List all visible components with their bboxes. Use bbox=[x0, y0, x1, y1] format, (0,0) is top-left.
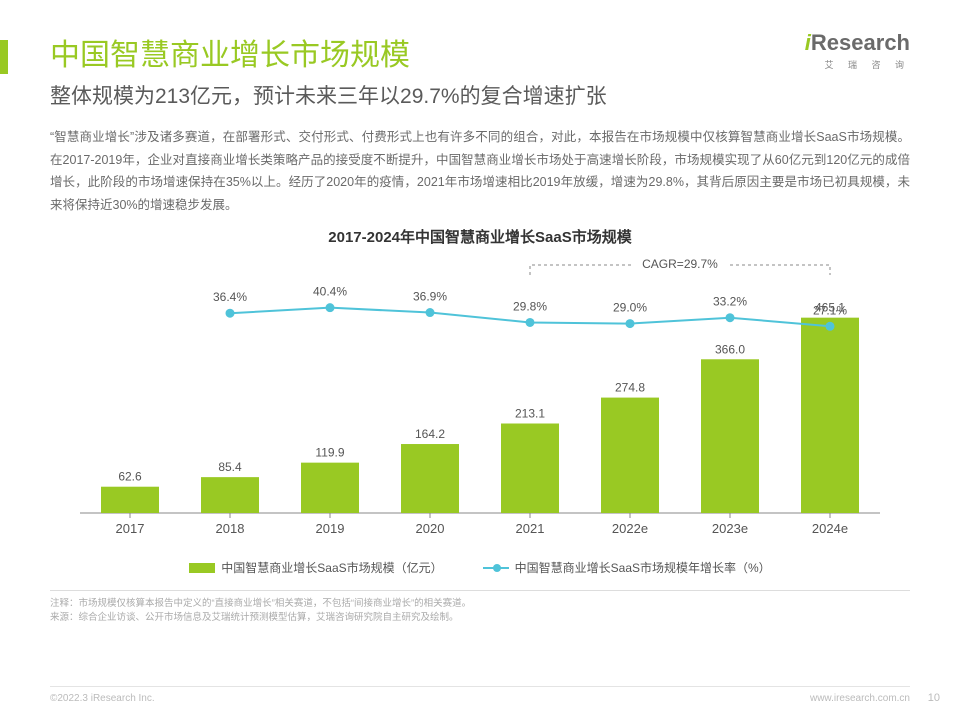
page-subtitle: 整体规模为213亿元，预计未来三年以29.7%的复合增速扩张 bbox=[50, 80, 910, 110]
logo-rest: Research bbox=[811, 30, 910, 55]
page-title: 中国智慧商业增长市场规模 bbox=[50, 30, 910, 74]
chart: 62.6 2017 85.4 2018 119.9 2019 164.2 2020 213.1 2… bbox=[50, 253, 910, 553]
notes: 注释：市场规模仅核算本报告中定义的“直接商业增长”相关赛道，不包括“间接商业增长… bbox=[50, 590, 910, 626]
accent-bar bbox=[0, 40, 8, 74]
svg-text:213.1: 213.1 bbox=[515, 406, 545, 420]
svg-text:62.6: 62.6 bbox=[118, 470, 142, 484]
note-line-2: 来源：综合企业访谈、公开市场信息及艾瑞统计预测模型估算，艾瑞咨询研究院自主研究及… bbox=[50, 611, 910, 625]
page-number: 10 bbox=[928, 692, 940, 704]
logo-subtitle: 艾 瑞 咨 询 bbox=[805, 58, 910, 71]
svg-text:29.8%: 29.8% bbox=[513, 299, 547, 313]
chart-svg: 62.6 2017 85.4 2018 119.9 2019 164.2 2020 213.1 2… bbox=[50, 253, 910, 553]
svg-text:2017: 2017 bbox=[116, 521, 145, 536]
legend-bar-label: 中国智慧商业增长SaaS市场规模（亿元） bbox=[221, 559, 442, 576]
svg-text:366.0: 366.0 bbox=[715, 342, 745, 356]
svg-text:2020: 2020 bbox=[416, 521, 445, 536]
legend: 中国智慧商业增长SaaS市场规模（亿元） 中国智慧商业增长SaaS市场规模年增长… bbox=[50, 559, 910, 576]
svg-text:27.1%: 27.1% bbox=[813, 303, 847, 317]
bar-swatch-icon bbox=[189, 563, 215, 573]
svg-text:164.2: 164.2 bbox=[415, 427, 445, 441]
footer-url: www.iresearch.com.cn bbox=[810, 693, 910, 704]
footer: ©2022.3 iResearch Inc. www.iresearch.com… bbox=[50, 686, 910, 704]
svg-text:40.4%: 40.4% bbox=[313, 285, 347, 299]
svg-text:2023e: 2023e bbox=[712, 521, 748, 536]
svg-text:274.8: 274.8 bbox=[615, 381, 645, 395]
legend-line: 中国智慧商业增长SaaS市场规模年增长率（%） bbox=[483, 559, 771, 576]
note-line-1: 注释：市场规模仅核算本报告中定义的“直接商业增长”相关赛道，不包括“间接商业增长… bbox=[50, 597, 910, 611]
svg-text:2024e: 2024e bbox=[812, 521, 848, 536]
svg-text:33.2%: 33.2% bbox=[713, 295, 747, 309]
svg-text:2019: 2019 bbox=[316, 521, 345, 536]
slide: iResearch 艾 瑞 咨 询 中国智慧商业增长市场规模 整体规模为213亿… bbox=[0, 0, 960, 720]
svg-text:29.0%: 29.0% bbox=[613, 301, 647, 315]
legend-line-label: 中国智慧商业增长SaaS市场规模年增长率（%） bbox=[515, 559, 771, 576]
chart-title: 2017-2024年中国智慧商业增长SaaS市场规模 bbox=[50, 226, 910, 247]
svg-text:2022e: 2022e bbox=[612, 521, 648, 536]
line-swatch-icon bbox=[483, 567, 509, 569]
body-paragraph: “智慧商业增长”涉及诸多赛道，在部署形式、交付形式、付费形式上也有许多不同的组合… bbox=[50, 126, 910, 216]
svg-text:36.4%: 36.4% bbox=[213, 290, 247, 304]
legend-bar: 中国智慧商业增长SaaS市场规模（亿元） bbox=[189, 559, 442, 576]
svg-text:119.9: 119.9 bbox=[315, 446, 344, 460]
logo-main: iResearch bbox=[805, 30, 910, 56]
copyright: ©2022.3 iResearch Inc. bbox=[50, 693, 155, 704]
svg-text:36.9%: 36.9% bbox=[413, 290, 447, 304]
svg-text:85.4: 85.4 bbox=[218, 460, 242, 474]
svg-text:2021: 2021 bbox=[516, 521, 545, 536]
svg-text:CAGR=29.7%: CAGR=29.7% bbox=[642, 257, 718, 271]
logo: iResearch 艾 瑞 咨 询 bbox=[805, 30, 910, 71]
svg-text:2018: 2018 bbox=[216, 521, 245, 536]
